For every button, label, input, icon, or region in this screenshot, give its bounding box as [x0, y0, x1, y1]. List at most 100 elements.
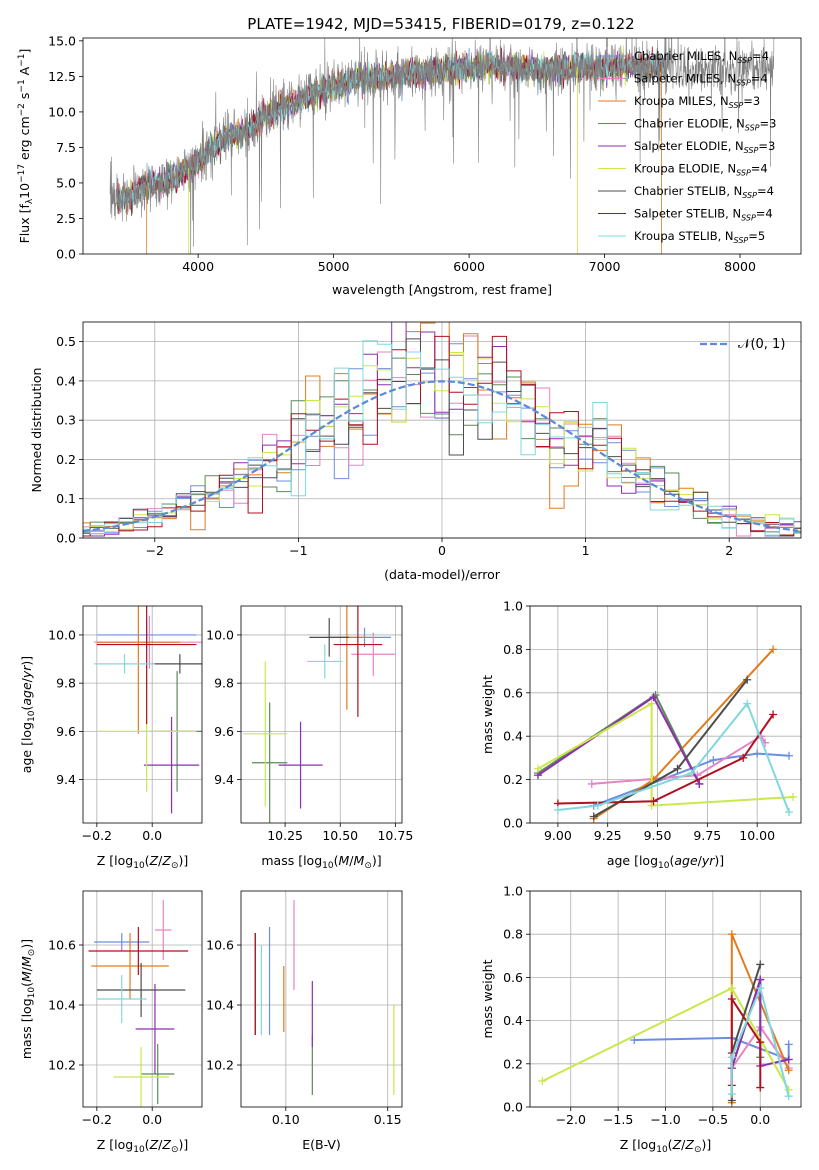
x-tick-label: 6000	[453, 259, 485, 274]
x-tick-label: −2.0	[556, 1112, 586, 1127]
x-tick-label: 9.25	[594, 828, 622, 843]
x-tick-label: −1.5	[603, 1112, 633, 1127]
weight-marker	[673, 764, 682, 773]
weight-series-line	[593, 648, 774, 820]
axes-frame	[82, 37, 802, 255]
weight-lines	[538, 930, 793, 1107]
x-tick-label: −1.0	[650, 1112, 680, 1127]
x-axis-label: wavelength [Angstrom, rest frame]	[332, 282, 552, 297]
x-tick-label: −1	[289, 543, 307, 558]
y-tick-label: 5.0	[56, 175, 76, 190]
x-axis-label: age [log10(age/yr)]	[607, 853, 724, 871]
y-tick-label: 15.0	[48, 33, 76, 48]
errorbars	[88, 900, 189, 1107]
y-tick-label: 7.5	[56, 140, 76, 155]
y-tick-label: 0.4	[503, 1013, 523, 1028]
legend-entry: Chabrier MILES, NSSP=4	[634, 49, 769, 65]
weight-marker	[587, 779, 596, 788]
y-tick-label: 9.8	[214, 676, 234, 691]
histograms	[83, 322, 801, 537]
weight-marker	[593, 801, 602, 810]
residual-histogram	[83, 322, 801, 537]
x-tick-label: 7000	[589, 259, 621, 274]
weight-series-line	[591, 734, 766, 785]
y-tick-label: 0.8	[503, 927, 523, 942]
y-tick-label: 10.0	[48, 104, 76, 119]
y-tick-label: 9.8	[56, 676, 76, 691]
x-tick-label: 0.15	[374, 1112, 402, 1127]
residual-histogram	[83, 338, 801, 537]
errorbars	[243, 606, 396, 823]
y-tick-label: 10.2	[206, 1058, 234, 1073]
weight-marker	[589, 812, 598, 821]
normal-reference-curve	[83, 380, 799, 533]
residual-histogram	[83, 340, 801, 536]
x-tick-label: 5000	[318, 259, 350, 274]
spectrum-lines	[109, 38, 775, 254]
y-tick-label: 0.3	[56, 413, 76, 428]
weight-marker	[538, 1077, 547, 1086]
y-axis-label: age [log10(age/yr)]	[19, 656, 37, 773]
y-tick-label: 12.5	[48, 69, 76, 84]
weight-marker	[785, 808, 794, 817]
x-axis-label: Z [log10(Z/Z⊙)]	[620, 1137, 712, 1155]
y-tick-label: 0.0	[503, 1100, 523, 1115]
weight-lines	[533, 645, 798, 823]
axes-frame	[529, 890, 802, 1108]
y-tick-label: 10.6	[206, 938, 234, 953]
weight-marker	[769, 645, 778, 654]
x-axis-label: Z [log10(Z/Z⊙)]	[97, 853, 189, 871]
weight-series-line	[537, 701, 794, 807]
y-tick-label: 0.6	[503, 970, 523, 985]
weight-marker	[753, 749, 762, 758]
y-axis-label: mass weight	[480, 675, 495, 754]
x-tick-label: 0.0	[142, 828, 162, 843]
x-tick-label: −0.2	[82, 1112, 112, 1127]
y-tick-label: 2.5	[56, 211, 76, 226]
x-tick-label: 10.50	[322, 828, 358, 843]
weight-marker	[743, 675, 752, 684]
x-tick-label: 1	[582, 543, 590, 558]
y-axis-label: Flux [fλ10−17 erg cm−2 s−1 A−1]	[17, 49, 35, 244]
axes-frame	[82, 321, 802, 539]
legend-entry: Salpeter ELODIE, NSSP=3	[634, 139, 775, 155]
x-tick-label: −0.5	[698, 1112, 728, 1127]
x-axis-label: (data-model)/error	[384, 567, 501, 582]
weight-marker	[709, 756, 718, 765]
legend-entry: Kroupa MILES, NSSP=3	[634, 94, 760, 110]
spectrum-panel: 4000 5000 6000 7000 8000 0.0 2.5 5.0 7.5 10.0 12.5…	[17, 33, 802, 297]
weight-marker	[789, 792, 798, 801]
x-axis-label: mass [log10(M/M⊙)]	[261, 853, 381, 871]
weight-marker	[647, 699, 656, 708]
weight-marker	[727, 995, 736, 1003]
weight-marker	[784, 1040, 793, 1049]
y-axis-label: mass [log10(M/M⊙)]	[19, 939, 37, 1059]
errorbars	[254, 900, 395, 1095]
weight-marker	[727, 984, 736, 993]
x-tick-label: 10.00	[739, 828, 775, 843]
x-axis-label: E(B-V)	[302, 1137, 341, 1152]
x-tick-label: 8000	[724, 259, 756, 274]
y-tick-label: 0.0	[503, 816, 523, 831]
y-tick-label: 0.5	[56, 334, 76, 349]
y-axis-label: Normed distribution	[29, 368, 44, 493]
x-tick-label: 2	[725, 543, 733, 558]
weight-series-line	[730, 985, 790, 1097]
y-tick-label: 0.2	[503, 1056, 523, 1071]
y-tick-label: 9.4	[56, 772, 76, 787]
y-tick-label: 9.6	[56, 724, 76, 739]
weight-marker	[649, 693, 658, 702]
y-tick-label: 0.4	[56, 373, 76, 388]
x-tick-label: 4000	[182, 259, 214, 274]
y-tick-label: 1.0	[503, 599, 523, 614]
axes-frame	[529, 605, 802, 824]
x-tick-label: 0.0	[142, 1112, 162, 1127]
y-tick-label: 0.2	[56, 452, 76, 467]
weight-marker	[784, 1055, 793, 1064]
figure-title: PLATE=1942, MJD=53415, FIBERID=0179, z=0…	[247, 15, 634, 33]
residuals-panel: −2 −1 0 1 2 0.0 0.1 0.2 0.3 0.4 0.5 (data-model)/er…	[29, 321, 802, 582]
weight-marker	[756, 975, 765, 984]
age-vs-mass-panel: 10.25 10.50 10.75 9.4 9.6 9.8 10.0 mass [log10(…	[206, 605, 413, 871]
data-spectrum-line	[109, 38, 775, 254]
x-tick-label: 0.0	[750, 1112, 770, 1127]
